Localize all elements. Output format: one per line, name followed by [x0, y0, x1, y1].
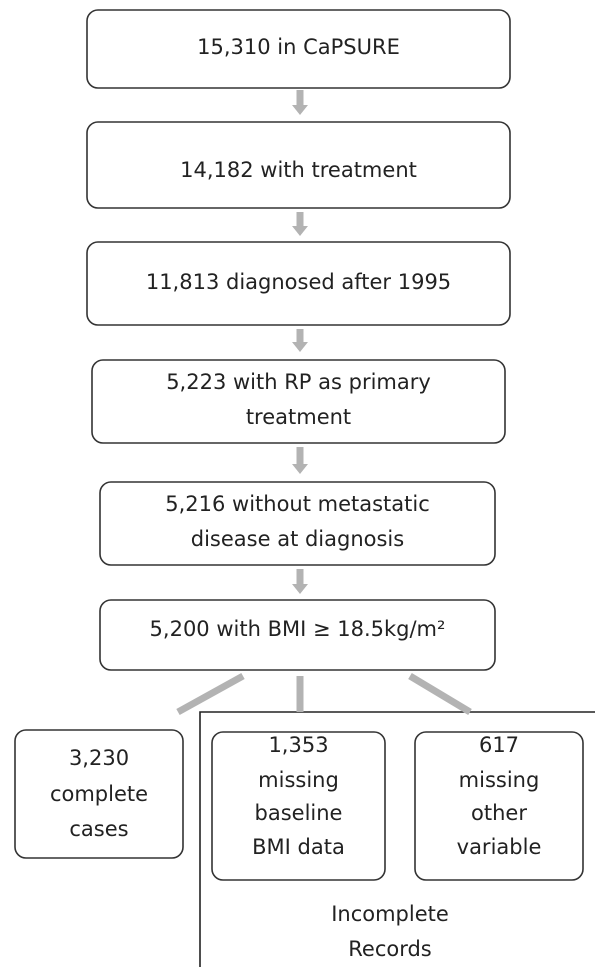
node-label: complete	[50, 782, 148, 806]
node-label: BMI data	[252, 835, 345, 859]
node-box	[14, 729, 184, 859]
node-label: 15,310 in CaPSURE	[197, 35, 400, 59]
node-box	[86, 121, 511, 209]
arrow-head	[292, 584, 308, 594]
node-box	[211, 731, 386, 881]
node-box	[99, 481, 496, 566]
node-box	[99, 599, 496, 671]
node-box	[86, 241, 511, 326]
node-label: 5,223 with RP as primary	[166, 370, 431, 394]
node-label: 617	[479, 733, 519, 757]
node-label: 3,230	[69, 746, 129, 770]
arrow-head	[292, 342, 308, 352]
arrow-head	[292, 226, 308, 236]
node-label: 14,182 with treatment	[180, 158, 417, 182]
node-label: other	[471, 801, 527, 825]
connector	[176, 672, 245, 716]
node-label: 1,353	[268, 733, 328, 757]
group-label: Incomplete	[331, 902, 449, 926]
node-label: baseline	[255, 801, 343, 825]
node-box	[414, 731, 584, 881]
arrow-head	[292, 105, 308, 115]
node-label: variable	[457, 835, 542, 859]
group-label: Records	[348, 937, 432, 961]
node-label: disease at diagnosis	[191, 527, 404, 551]
node-label: 5,200 with BMI ≥ 18.5kg/m²	[150, 617, 446, 641]
connector	[408, 672, 472, 716]
node-label: 11,813 diagnosed after 1995	[146, 270, 451, 294]
node-box	[86, 9, 511, 89]
node-label: treatment	[246, 405, 351, 429]
arrow-head	[292, 464, 308, 474]
node-label: 5,216 without metastatic	[165, 492, 430, 516]
node-label: missing	[459, 768, 540, 792]
node-box	[91, 359, 506, 444]
node-label: missing	[258, 768, 339, 792]
node-label: cases	[69, 817, 128, 841]
